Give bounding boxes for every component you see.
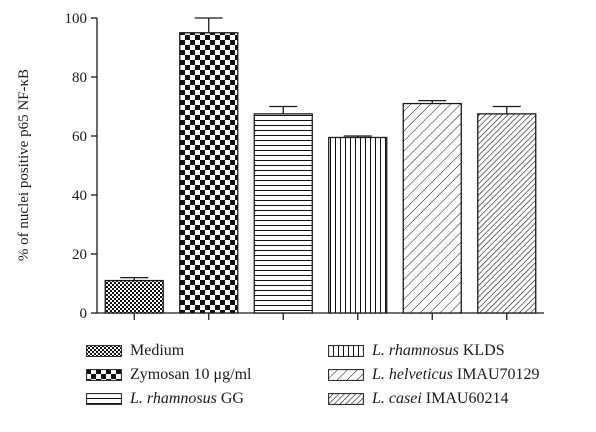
bar (179, 32, 239, 314)
y-tick-label: 100 (65, 11, 88, 27)
legend-label-text: KLDS (458, 342, 505, 359)
legend-label-species: L. helveticus (372, 366, 453, 383)
legend-swatch (328, 369, 364, 381)
bar (328, 136, 388, 314)
legend-item: Zymosan 10 μg/ml (86, 366, 251, 384)
legend-label: L. casei IMAU60214 (372, 390, 508, 408)
y-tick-label: 40 (72, 188, 87, 204)
legend-label-species: L. rhamnosus (130, 390, 217, 407)
y-tick-label: 0 (80, 306, 88, 322)
y-tick-label: 60 (72, 129, 87, 145)
legend-label-text: Zymosan 10 μg/ml (130, 366, 252, 383)
bar (253, 113, 313, 314)
legend-item: Medium (86, 342, 184, 360)
legend-swatch (86, 345, 122, 357)
bar (104, 279, 164, 314)
legend-label: Zymosan 10 μg/ml (130, 366, 251, 384)
legend-label-species: L. casei (372, 390, 422, 407)
legend-label-text: Medium (130, 342, 185, 359)
bar (402, 102, 462, 314)
legend-label-text: IMAU70129 (452, 366, 540, 383)
y-axis-label: % of nuclei positive p65 NF-κB (16, 69, 32, 261)
bar-chart: 0 20 40 60 80 100 % of nuclei positive p65 NF… (16, 11, 544, 322)
bars (104, 17, 537, 320)
legend-label-text: IMAU60214 (421, 390, 509, 407)
legend-label-species: L. rhamnosus (372, 342, 459, 359)
y-tick-label: 80 (72, 70, 87, 86)
legend-swatch (86, 369, 122, 381)
legend-label: L. helveticus IMAU70129 (372, 366, 540, 384)
legend-item: L. helveticus IMAU70129 (328, 366, 540, 384)
legend-swatch (86, 393, 122, 405)
axes: 0 20 40 60 80 100 (65, 11, 544, 322)
legend-item: L. rhamnosus KLDS (328, 342, 505, 360)
legend-label: L. rhamnosus GG (130, 390, 244, 408)
legend-item: L. rhamnosus GG (86, 390, 244, 408)
legend-label: Medium (130, 342, 184, 360)
legend: Medium Zymosan 10 μg/ml L. rhamnosus GG L. … (86, 342, 596, 432)
legend-label: L. rhamnosus KLDS (372, 342, 505, 360)
bar (477, 113, 537, 314)
y-tick-label: 20 (72, 247, 87, 263)
legend-item: L. casei IMAU60214 (328, 390, 508, 408)
legend-swatch (328, 345, 364, 357)
legend-label-text: GG (216, 390, 244, 407)
legend-swatch (328, 393, 364, 405)
